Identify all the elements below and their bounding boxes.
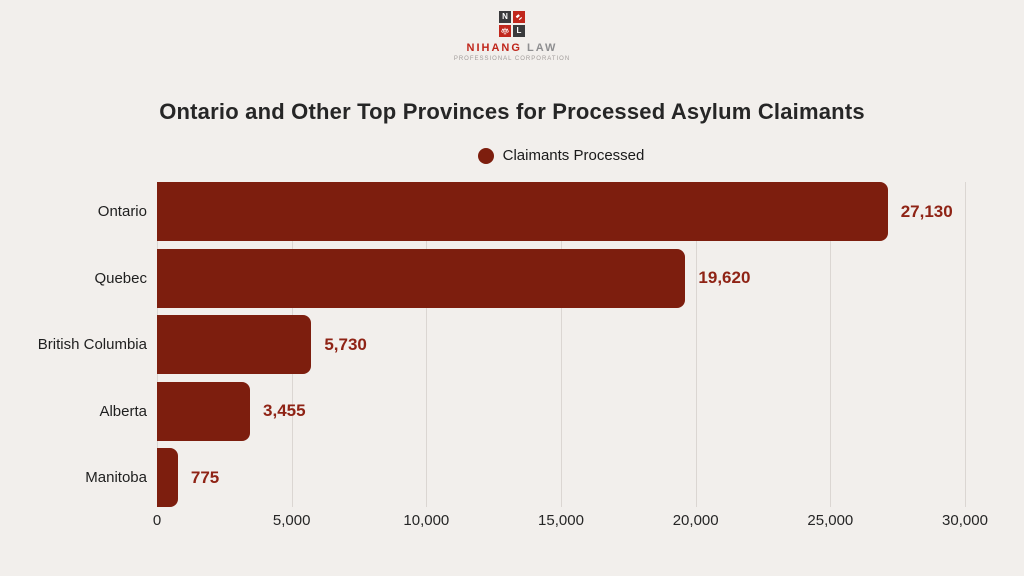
gridline <box>426 182 428 507</box>
legend-label: Claimants Processed <box>502 147 645 164</box>
legend-dot-icon <box>477 147 494 164</box>
bar-row-ontario: Ontario 27,130 <box>98 182 965 241</box>
logo-letter-l: L <box>513 25 525 37</box>
logo-wordmark: NIHANG LAW <box>467 42 558 54</box>
category-label-quebec: Quebec <box>94 269 147 287</box>
logo-name-primary: NIHANG <box>466 42 522 54</box>
bar-row-british-columbia: British Columbia 5,730 <box>38 315 965 374</box>
x-axis-tick-label: 0 <box>152 512 162 529</box>
x-axis-tick-label: 20,000 <box>672 512 719 529</box>
value-label-manitoba: 775 <box>190 467 220 487</box>
bar-row-manitoba: Manitoba 775 <box>85 448 965 507</box>
scales-icon <box>499 25 511 37</box>
bar-manitoba <box>157 448 178 507</box>
x-axis-tick-label: 10,000 <box>403 512 450 529</box>
bar-row-alberta: Alberta 3,455 <box>99 381 965 441</box>
logo-subtitle: PROFESSIONAL CORPORATION <box>453 56 571 62</box>
x-axis-tick-label: 30,000 <box>942 512 988 529</box>
gridline <box>965 182 966 507</box>
category-label-ontario: Ontario <box>97 203 147 220</box>
plot-area: 0 5,000 10,000 15,000 20,000 25,000 30,000 Onta… <box>38 182 988 529</box>
logo-name-secondary: LAW <box>527 42 558 54</box>
value-label-british-columbia: 5,730 <box>324 334 367 354</box>
chart-legend: Claimants Processed <box>157 147 965 164</box>
category-label-alberta: Alberta <box>99 402 147 420</box>
value-label-quebec: 19,620 <box>698 268 751 287</box>
x-axis-tick-label: 25,000 <box>807 512 854 529</box>
x-axis-tick-label: 5,000 <box>272 512 311 529</box>
value-label-ontario: 27,130 <box>900 201 953 221</box>
logo-letter-n: N <box>499 11 511 23</box>
value-label-alberta: 3,455 <box>263 401 306 420</box>
gridline <box>695 182 697 507</box>
bar-british-columbia <box>157 315 312 374</box>
bar-ontario <box>157 182 888 241</box>
x-axis-tick-label: 15,000 <box>538 512 584 529</box>
logo-mark: N <box>499 11 525 37</box>
category-label-british-columbia: British Columbia <box>37 336 147 353</box>
bar-row-quebec: Quebec 19,620 <box>94 248 965 308</box>
chart-title: Ontario and Other Top Provinces for Proc… <box>159 98 865 124</box>
nihang-law-logo: N <box>0 11 1024 62</box>
bar-alberta <box>157 381 251 441</box>
category-label-manitoba: Manitoba <box>85 469 147 486</box>
gridline <box>561 182 562 507</box>
gridline <box>830 182 832 507</box>
bar-quebec <box>157 248 686 308</box>
gavel-icon <box>513 11 525 23</box>
